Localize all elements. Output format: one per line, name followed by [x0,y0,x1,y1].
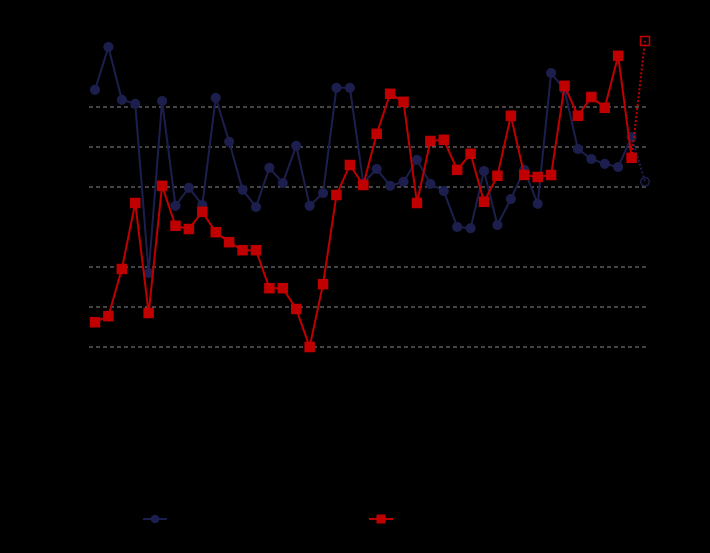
marker [210,92,221,103]
marker [639,35,651,47]
marker [519,169,530,181]
marker [505,193,516,205]
marker [411,154,423,165]
marker [224,136,235,147]
marker [183,182,194,193]
marker [116,263,128,275]
marker [612,50,624,62]
marker [559,80,570,92]
marker [89,316,101,328]
marker [277,177,288,189]
marker [344,159,356,171]
marker [264,282,275,294]
marker [492,170,503,182]
marker [197,206,208,218]
marker [398,176,409,187]
marker [250,244,262,256]
marker [277,282,289,294]
marker [465,223,476,234]
marker [237,244,248,256]
marker [398,96,409,108]
marker [304,341,315,353]
marker [478,196,490,208]
marker [532,171,543,183]
marker [425,135,436,147]
marker [130,98,141,109]
marker [451,164,463,176]
marker [572,143,583,155]
marker [156,180,168,192]
marker [331,82,342,93]
marker [465,148,476,160]
marker [586,91,597,103]
marker [545,169,557,181]
marker [572,110,584,122]
marker [639,176,651,187]
marker [425,178,436,189]
marker [532,198,543,209]
marker [103,310,114,322]
marker [599,102,611,114]
marker [183,223,195,235]
marker [170,200,181,211]
marker [613,161,624,173]
marker [210,226,221,238]
marker [264,162,275,173]
marker [103,41,114,53]
marker [371,128,382,140]
marker [290,303,302,315]
marker [129,197,141,209]
marker [170,220,181,232]
marker [344,82,355,93]
marker [599,158,610,169]
marker [452,221,463,233]
marker [384,88,396,100]
marker [291,140,302,151]
marker [478,165,490,177]
marker [223,236,235,248]
marker [250,201,262,213]
marker [505,110,517,122]
marker [492,219,503,231]
marker [626,152,637,164]
marker [89,84,101,95]
marker [331,189,342,201]
marker [317,278,329,290]
marker [546,67,557,79]
marker [411,197,423,209]
marker [317,187,329,199]
marker [371,163,382,175]
marker [385,180,396,191]
marker [586,153,597,165]
marker [116,94,127,105]
marker [157,95,168,107]
marker [237,184,248,195]
marker [358,179,369,191]
projection-line [630,40,646,158]
marker [304,200,315,211]
legend-marker [376,514,386,524]
legend-marker [150,514,160,524]
marker [438,185,449,197]
marker [438,134,450,146]
marker [143,307,154,319]
